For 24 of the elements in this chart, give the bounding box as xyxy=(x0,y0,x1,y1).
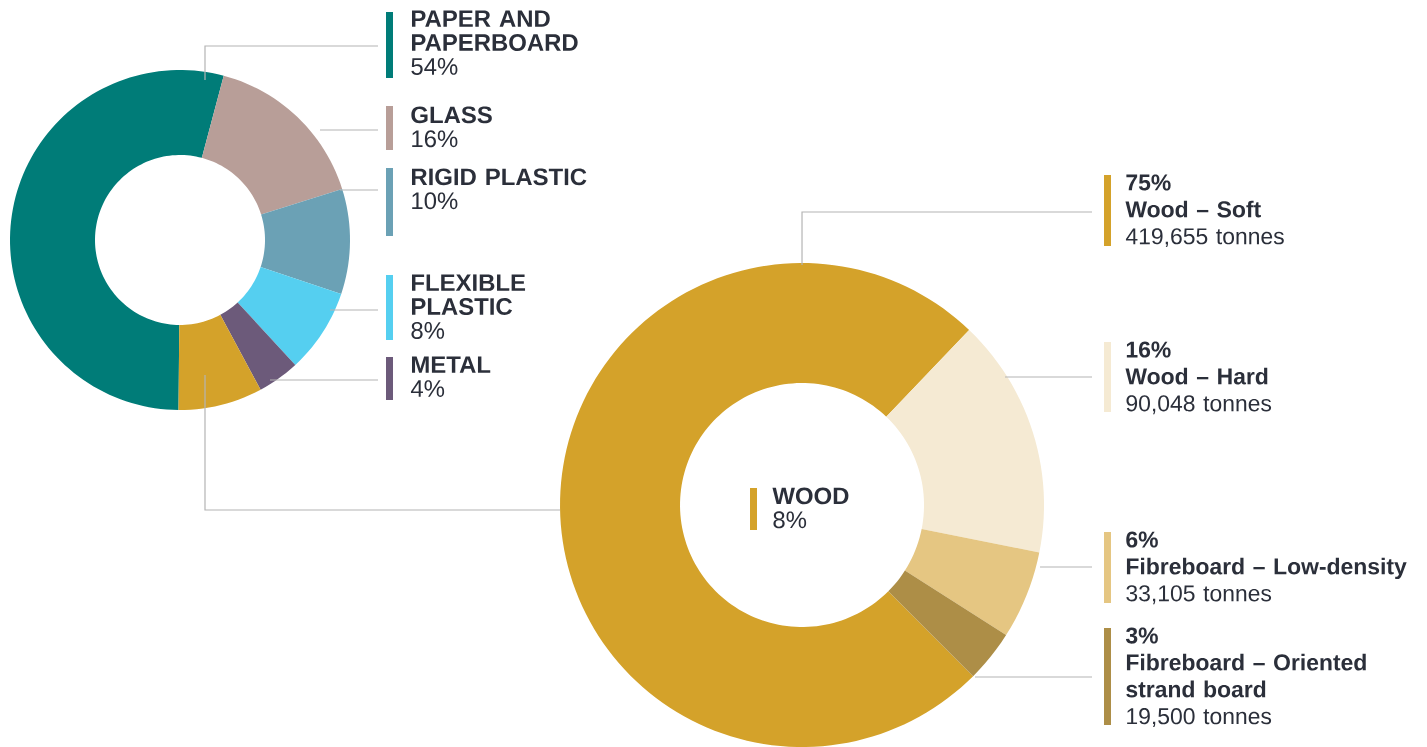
data-label: 33,105 tonnes xyxy=(1126,585,1272,605)
data-label: 54% xyxy=(411,58,458,75)
legend-label: RIGID PLASTIC xyxy=(412,168,587,186)
data-label: 4% xyxy=(410,380,445,397)
text: 75% xyxy=(1126,174,1171,191)
data-label: 19,500 tonnes xyxy=(1127,708,1272,728)
text: 16% xyxy=(1126,341,1171,358)
legend-label: WOOD xyxy=(772,487,849,505)
legend-label: Wood – Soft xyxy=(1125,200,1261,218)
legend-label: PAPER AND PAPERBOARD xyxy=(412,10,578,51)
legend-label: GLASS xyxy=(411,106,492,124)
legend-label: METAL xyxy=(412,356,491,373)
legend-label: Fibreboard – Low-density xyxy=(1126,557,1407,580)
data-label: 90,048 tonnes xyxy=(1126,395,1272,415)
data-label: 8% xyxy=(411,321,445,339)
legend-label: FLEXIBLE PLASTIC xyxy=(412,274,526,315)
legend-label: Wood – Hard xyxy=(1125,367,1268,385)
data-label: 16% xyxy=(412,130,458,148)
data-label: 8% xyxy=(773,511,807,529)
legend-label: Fibreboard – Oriented strand board xyxy=(1126,653,1366,698)
text: 6% xyxy=(1126,531,1158,548)
text: 3% xyxy=(1125,627,1158,644)
data-label: 10% xyxy=(412,192,458,210)
data-label: 419,655 tonnes xyxy=(1125,228,1284,248)
